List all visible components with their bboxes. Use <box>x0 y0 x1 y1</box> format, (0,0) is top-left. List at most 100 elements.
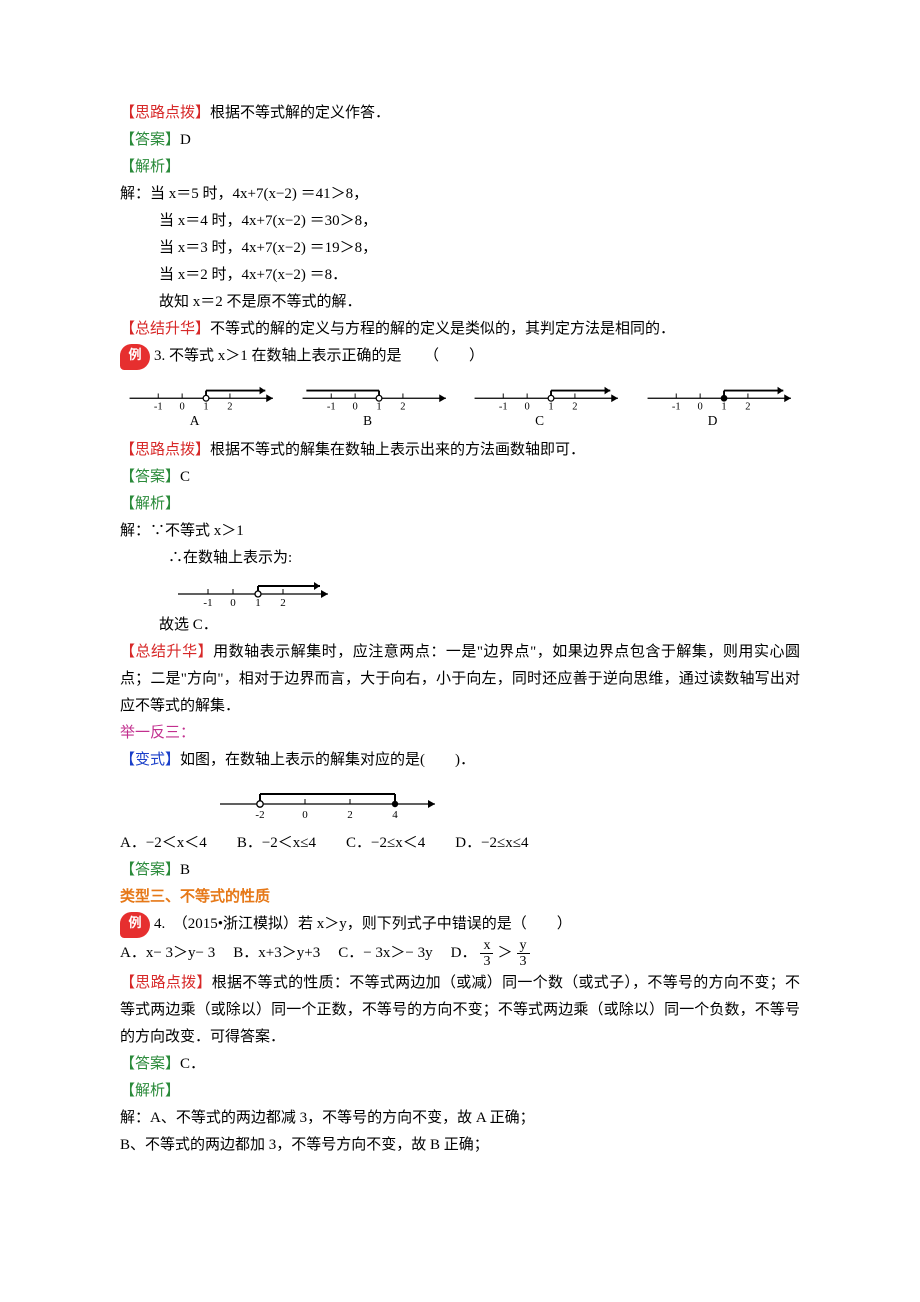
variant-q: 如图，在数轴上表示的解集对应的是( )． <box>180 752 475 768</box>
ans-label: 【答案】 <box>120 132 180 148</box>
ex4-sB: B、不等式的两边都加 3，不等号方向不变，故 B 正确； <box>120 1132 800 1159</box>
svg-text:0: 0 <box>352 402 357 413</box>
svg-text:-1: -1 <box>154 402 163 413</box>
hint-text: 根据不等式解的定义作答． <box>210 105 390 121</box>
ex3-ans-label: 【答案】 <box>120 469 180 485</box>
svg-text:1: 1 <box>255 597 261 609</box>
ex4-question: 4. （2015•浙江模拟）若 x＞y，则下列式子中错误的是（ ） <box>154 916 572 932</box>
svg-text:2: 2 <box>572 402 577 413</box>
svg-text:2: 2 <box>745 402 750 413</box>
variant-label: 【变式】 <box>120 752 180 768</box>
solve-l1: 当 x＝5 时，4x+7(x−2) ＝41＞8， <box>150 186 368 202</box>
ex4-optB-label: B． <box>233 945 258 961</box>
ex3-summary-text: 用数轴表示解集时，应注意两点：一是"边界点"，如果边界点包含于解集，则用实心圆点… <box>120 644 800 714</box>
ex3-hint-label: 【思路点拨】 <box>120 442 210 458</box>
svg-text:0: 0 <box>302 809 308 821</box>
summary-text: 不等式的解的定义与方程的解的定义是类似的，其判定方法是相同的． <box>210 321 675 337</box>
variant-header: 举一反三： <box>120 720 800 747</box>
solve-line: 解：当 x＝5 时，4x+7(x−2) ＝41＞8， <box>120 181 800 208</box>
example-badge-4: 例 <box>120 912 150 938</box>
svg-text:-1: -1 <box>499 402 508 413</box>
ex4-optC: − 3x＞− 3y <box>363 945 432 961</box>
svg-text:C: C <box>535 413 544 428</box>
ex4-analysis-label: 【解析】 <box>120 1078 800 1105</box>
optC: −2≤x＜4 <box>371 835 425 851</box>
frac-x3: x3 <box>480 938 493 970</box>
ex3-summary-label: 【总结升华】 <box>120 644 213 660</box>
solve-l3: 当 x＝3 时，4x+7(x−2) ＝19＞8， <box>120 235 800 262</box>
optD: −2≤x≤4 <box>481 835 528 851</box>
ex4-optC-label: C． <box>338 945 363 961</box>
svg-text:2: 2 <box>347 809 353 821</box>
numline-a: -1 0 1 2 A <box>120 376 283 431</box>
solve-l4: 当 x＝2 时，4x+7(x−2) ＝8． <box>120 262 800 289</box>
svg-text:1: 1 <box>548 402 553 413</box>
ex4-optA-label: A． <box>120 945 146 961</box>
ex4-ans-label: 【答案】 <box>120 1056 180 1072</box>
svg-text:4: 4 <box>392 809 398 821</box>
optB-label: B． <box>237 835 262 851</box>
svg-text:0: 0 <box>697 402 702 413</box>
svg-text:1: 1 <box>376 402 381 413</box>
svg-text:B: B <box>363 413 372 428</box>
svg-text:-1: -1 <box>203 597 212 609</box>
summary-line: 【总结升华】不等式的解的定义与方程的解的定义是类似的，其判定方法是相同的． <box>120 316 800 343</box>
variant-ans-line: 【答案】B <box>120 857 800 884</box>
ex4-ans-line: 【答案】C． <box>120 1051 800 1078</box>
svg-text:-2: -2 <box>255 809 264 821</box>
example-4: 例4. （2015•浙江模拟）若 x＞y，则下列式子中错误的是（ ） <box>120 911 800 938</box>
hint-line: 【思路点拨】根据不等式解的定义作答． <box>120 100 800 127</box>
optC-label: C． <box>346 835 371 851</box>
ex4-ans-text: C． <box>180 1056 205 1072</box>
svg-text:D: D <box>707 413 717 428</box>
ex3-s2: ∴在数轴上表示为: <box>120 545 800 572</box>
ex3-question: 3. 不等式 x＞1 在数轴上表示正确的是 （ ） <box>154 348 484 364</box>
answer-line: 【答案】D <box>120 127 800 154</box>
variant-line: 【变式】如图，在数轴上表示的解集对应的是( )． <box>120 747 800 774</box>
section3-header: 类型三、不等式的性质 <box>120 884 800 911</box>
svg-text:2: 2 <box>280 597 286 609</box>
svg-text:0: 0 <box>230 597 236 609</box>
numline-answer: -1 0 1 2 <box>120 572 800 612</box>
optD-label: D． <box>455 835 481 851</box>
svg-text:0: 0 <box>525 402 530 413</box>
variant-numline: -2 0 2 4 <box>120 780 800 824</box>
numline-options: -1 0 1 2 A -1 0 1 2 B -1 0 1 2 <box>120 376 800 431</box>
numline-c: -1 0 1 2 C <box>465 376 628 431</box>
svg-text:-1: -1 <box>671 402 680 413</box>
summary-label: 【总结升华】 <box>120 321 210 337</box>
svg-text:-1: -1 <box>326 402 335 413</box>
analysis-label: 【解析】 <box>120 154 800 181</box>
solve-prefix: 解： <box>120 186 150 202</box>
variant-options: A．−2＜x＜4 B．−2＜x≤4 C．−2≤x＜4 D．−2≤x≤4 <box>120 830 800 857</box>
ex3-solve-line: 解：∵不等式 x＞1 <box>120 518 800 545</box>
svg-text:2: 2 <box>227 402 232 413</box>
ex3-summary-line: 【总结升华】用数轴表示解集时，应注意两点：一是"边界点"，如果边界点包含于解集，… <box>120 639 800 720</box>
optA-label: A． <box>120 835 146 851</box>
ex4-solve-line: 解：A、不等式的两边都减 3，不等号的方向不变，故 A 正确； <box>120 1105 800 1132</box>
example-3: 例3. 不等式 x＞1 在数轴上表示正确的是 （ ） <box>120 343 800 370</box>
ex4-optB: x+3＞y+3 <box>258 945 320 961</box>
ex3-hint-line: 【思路点拨】根据不等式的解集在数轴上表示出来的方法画数轴即可． <box>120 437 800 464</box>
ex3-ans-line: 【答案】C <box>120 464 800 491</box>
ex4-options: A．x− 3＞y− 3 B．x+3＞y+3 C．− 3x＞− 3y D． x3 … <box>120 938 800 970</box>
v-ans-text: B <box>180 862 190 878</box>
example-badge: 例 <box>120 344 150 370</box>
ex3-analysis-label: 【解析】 <box>120 491 800 518</box>
ans-text: D <box>180 132 191 148</box>
hint-label: 【思路点拨】 <box>120 105 210 121</box>
solve-l2: 当 x＝4 时，4x+7(x−2) ＝30＞8， <box>120 208 800 235</box>
frac-y3: y3 <box>517 938 530 970</box>
ex4-hint-label: 【思路点拨】 <box>120 975 212 991</box>
svg-text:1: 1 <box>721 402 726 413</box>
ex3-ans-text: C <box>180 469 190 485</box>
v-ans-label: 【答案】 <box>120 862 180 878</box>
ex3-hint-text: 根据不等式的解集在数轴上表示出来的方法画数轴即可． <box>210 442 585 458</box>
solve-l5: 故知 x＝2 不是原不等式的解． <box>120 289 800 316</box>
svg-text:0: 0 <box>180 402 185 413</box>
gt-sign: ＞ <box>497 940 512 967</box>
optB: −2＜x≤4 <box>262 835 316 851</box>
ex3-solve-prefix: 解： <box>120 523 150 539</box>
ex4-sA: A、不等式的两边都减 3，不等号的方向不变，故 A 正确； <box>150 1110 535 1126</box>
numline-d: -1 0 1 2 D <box>638 376 801 431</box>
